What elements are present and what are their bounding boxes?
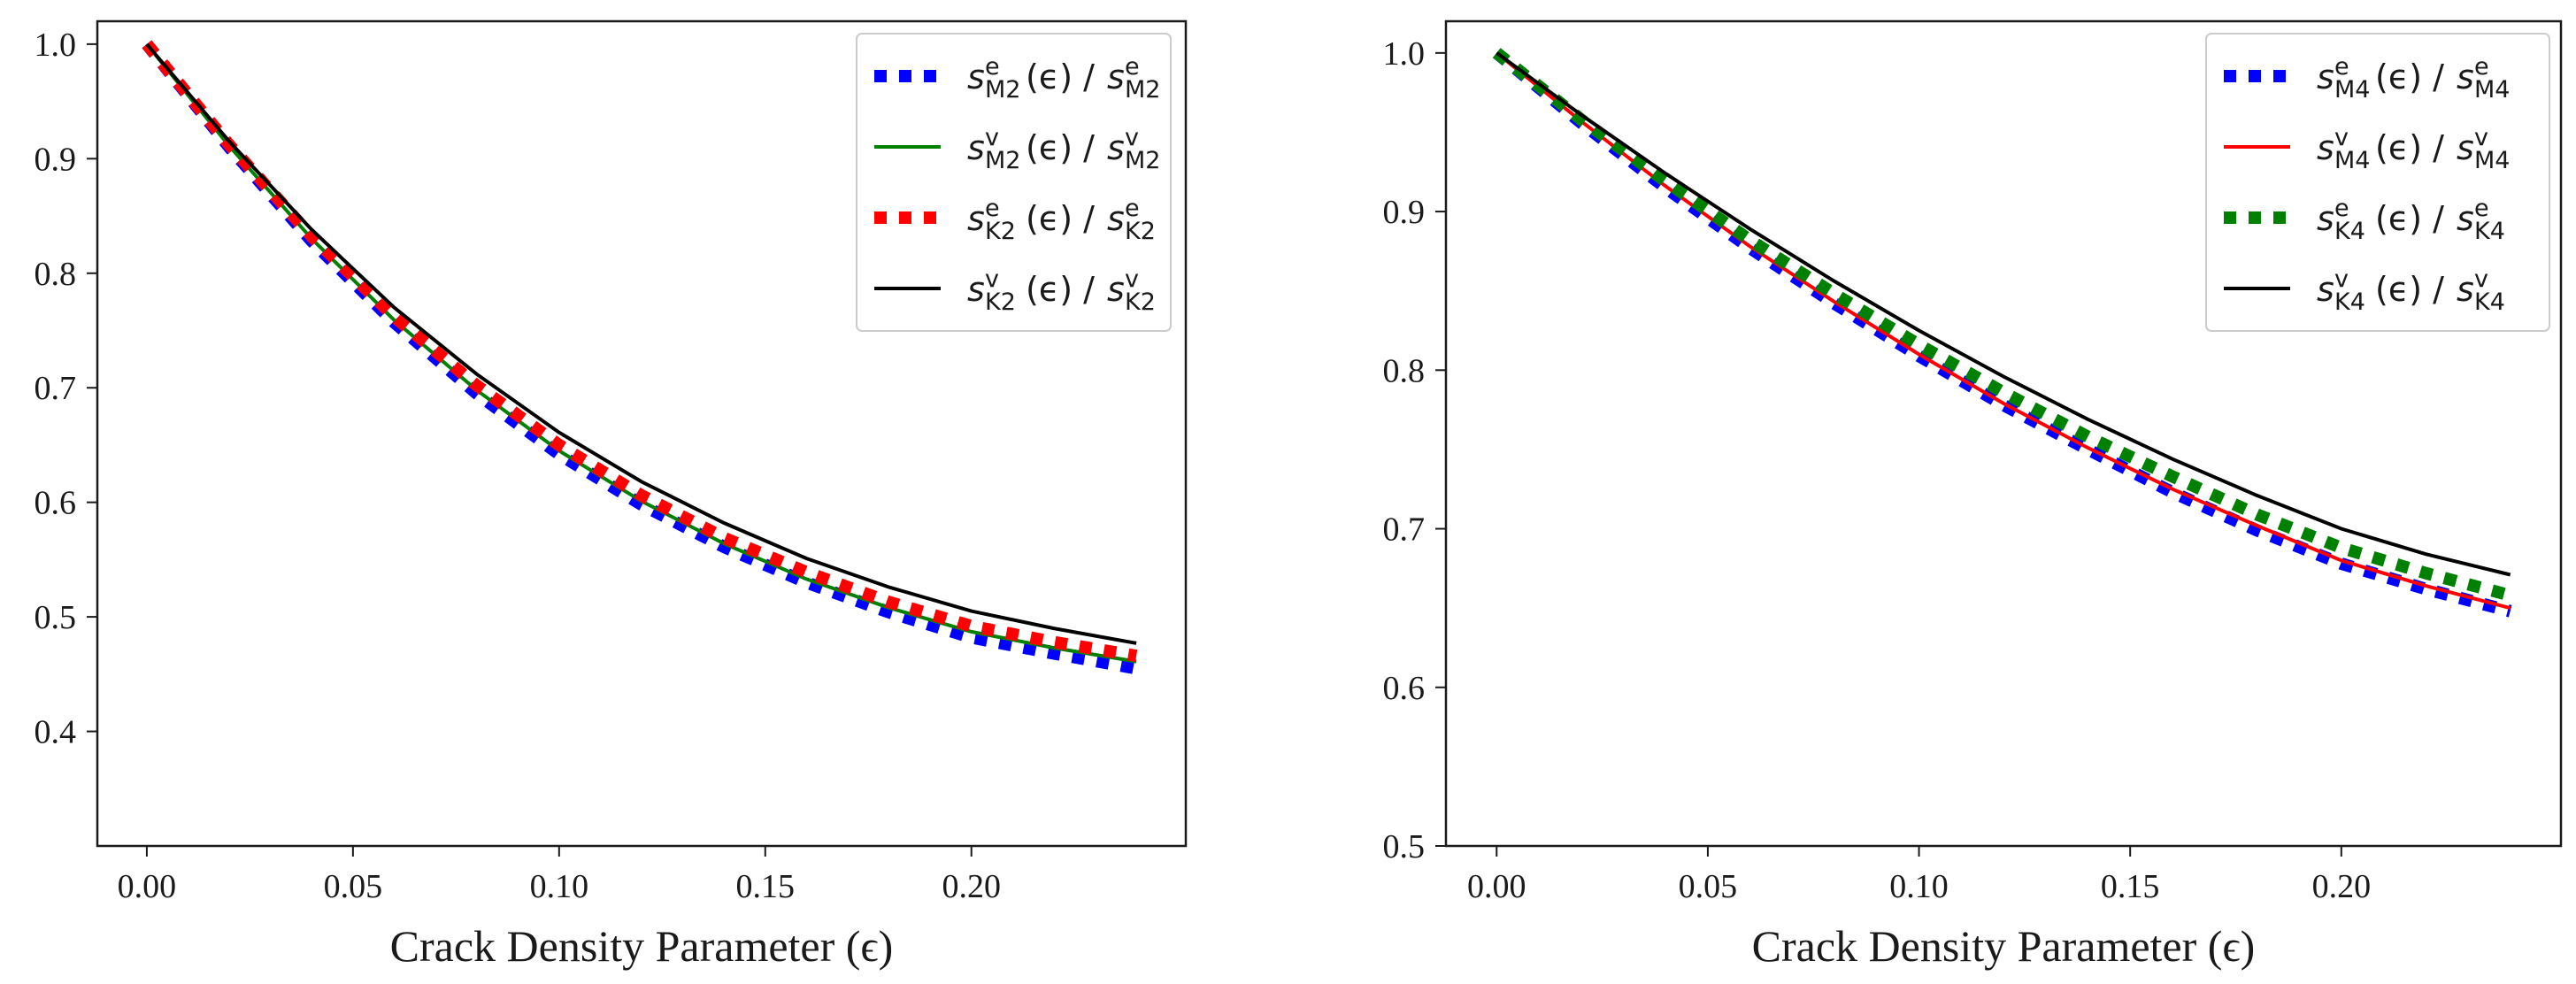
legend-label-sK2e: se K2 (ϵ) / se K2 (967, 195, 1156, 245)
y-tick-label: 0.9 (35, 141, 77, 178)
x-tick-label: 0.15 (736, 868, 796, 905)
series-line-sK2e (142, 40, 1138, 663)
legend-label-sK4v: sv K4 (ϵ) / sv K4 (2317, 265, 2505, 316)
series-line-sK4v (1496, 51, 2511, 577)
x-tick-label: 0.05 (1679, 868, 1738, 905)
legend: se M2 (ϵ) / se M2 sv M2 (ϵ) / sv M2 se K2 (ϵ) / se… (856, 33, 1172, 332)
y-tick-label: 0.9 (1383, 194, 1426, 231)
y-tick-label: 0.7 (1383, 511, 1426, 549)
legend-label-sM4e: se M4 (ϵ) / se M4 (2317, 53, 2510, 104)
y-tick-label: 0.4 (35, 714, 77, 751)
legend-label-sM2v: sv M2 (ϵ) / sv M2 (967, 124, 1160, 174)
series-group (142, 40, 1138, 675)
y-tick-label: 0.7 (35, 370, 77, 407)
y-tick-label: 1.0 (35, 27, 77, 64)
legend-label-sM2e: se M2 (ϵ) / se M2 (967, 53, 1160, 104)
series-group (1492, 48, 2512, 618)
series-line-sM4v (1496, 51, 2511, 611)
axes-frame (96, 19, 1188, 848)
legend-label-sK4e: se K4 (ϵ) / se K4 (2317, 195, 2505, 245)
axes-frame (1444, 19, 2563, 848)
chart-panel-1: 0.00 0.05 0.10 0.15 0.20 0.4 0.5 0.6 0.7 0.8 0.9 1.… (35, 19, 1188, 971)
series-line-sM4e (1492, 48, 2512, 618)
chart-panel-2: 0.00 0.05 0.10 0.15 0.20 0.5 0.6 0.7 0.8 0.9 1.0 Cr… (1383, 19, 2563, 971)
x-tick-label: 0.15 (2101, 868, 2160, 905)
x-tick-label: 0.20 (942, 868, 1001, 905)
x-axis-label: Crack Density Parameter (ϵ) (1752, 921, 2256, 971)
x-axis-label: Crack Density Parameter (ϵ) (390, 921, 894, 971)
series-line-sK2v (145, 42, 1137, 645)
legend-label-sK2v: sv K2 (ϵ) / sv K2 (967, 265, 1156, 316)
legend-box (2205, 33, 2550, 332)
legend-box (856, 33, 1172, 332)
legend: se M4 (ϵ) / se M4 sv M4 (ϵ) / sv M4 se K4 (ϵ) / se… (2205, 33, 2550, 332)
legend-label-sM4v: sv M4 (ϵ) / sv M4 (2317, 124, 2510, 174)
y-tick-label: 0.6 (35, 485, 77, 522)
x-tick-label: 0.10 (1889, 868, 1949, 905)
y-tick-label: 0.5 (1383, 828, 1426, 865)
x-tick-label: 0.10 (530, 868, 589, 905)
y-tick-label: 0.5 (35, 599, 77, 636)
x-tick-label: 0.05 (324, 868, 383, 905)
x-tick-label: 0.20 (2312, 868, 2372, 905)
y-tick-label: 0.8 (35, 256, 77, 293)
x-tick-label: 0.00 (118, 868, 177, 905)
x-tick-label: 0.00 (1467, 868, 1526, 905)
y-tick-label: 0.8 (1383, 352, 1426, 389)
y-tick-label: 0.6 (1383, 670, 1426, 707)
y-tick-label: 1.0 (1383, 35, 1426, 73)
